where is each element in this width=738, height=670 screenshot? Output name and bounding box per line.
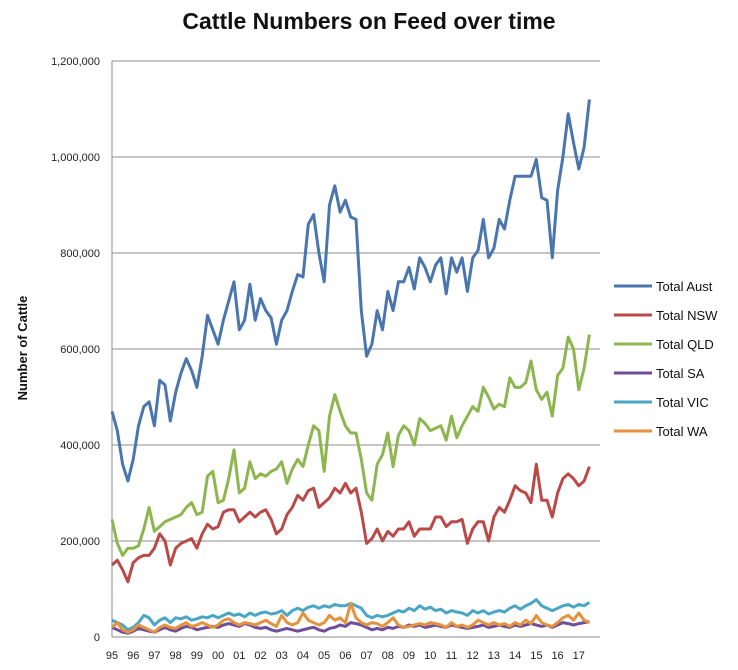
legend-label-total-nsw: Total NSW [656,308,718,323]
x-tick-label: 96 [127,650,139,662]
y-axis-label: Number of Cattle [15,296,30,401]
legend-label-total-sa: Total SA [656,366,705,381]
x-tick-label: 98 [170,650,182,662]
x-tick-label: 10 [424,650,436,662]
x-tick-label: 99 [191,650,203,662]
x-tick-label: 02 [254,650,266,662]
x-tick-label: 97 [148,650,160,662]
x-tick-label: 95 [106,650,118,662]
y-tick-label: 200,000 [60,536,100,548]
x-axis-ticks: 95 96 97 98 99 00 01 02 03 04 05 06 07 08 09 10 11 12 13 14… [106,650,585,662]
x-tick-label: 08 [382,650,394,662]
series-line-total-wa [110,601,591,634]
x-tick-label: 17 [573,650,585,662]
axes [111,61,600,638]
x-tick-label: 12 [467,650,479,662]
x-tick-label: 01 [233,650,245,662]
y-axis-ticks: 0 200,000 400,000 600,000 800,000 1,000,000 1,… [51,56,100,644]
x-tick-label: 07 [360,650,372,662]
chart-title: Cattle Numbers on Feed over time [182,8,556,34]
x-tick-label: 05 [318,650,330,662]
y-tick-label: 0 [94,632,100,644]
series-line-total-aust [110,99,591,483]
x-tick-label: 06 [339,650,351,662]
x-tick-label: 15 [530,650,542,662]
x-tick-label: 13 [488,650,500,662]
x-tick-label: 00 [212,650,224,662]
legend-label-total-aust: Total Aust [656,279,713,294]
series-line-total-qld [110,334,591,557]
x-tick-label: 04 [297,650,309,662]
x-tick-label: 14 [509,650,521,662]
legend-label-total-qld: Total QLD [656,337,714,352]
x-tick-label: 03 [276,650,288,662]
y-tick-label: 800,000 [60,248,100,260]
x-tick-label: 16 [551,650,563,662]
series-line-total-nsw [110,462,591,584]
y-tick-label: 1,000,000 [51,152,100,164]
x-tick-label: 11 [446,650,457,662]
legend-label-total-wa: Total WA [656,424,708,439]
y-tick-label: 400,000 [60,440,100,452]
legend-label-total-vic: Total VIC [656,395,709,410]
legend: Total Aust Total NSW Total QLD Total SA Tota… [614,279,718,439]
y-tick-label: 1,200,000 [51,56,100,68]
x-tick-label: 09 [403,650,415,662]
series-lines [110,99,591,635]
gridlines [112,60,600,542]
y-tick-label: 600,000 [60,344,100,356]
